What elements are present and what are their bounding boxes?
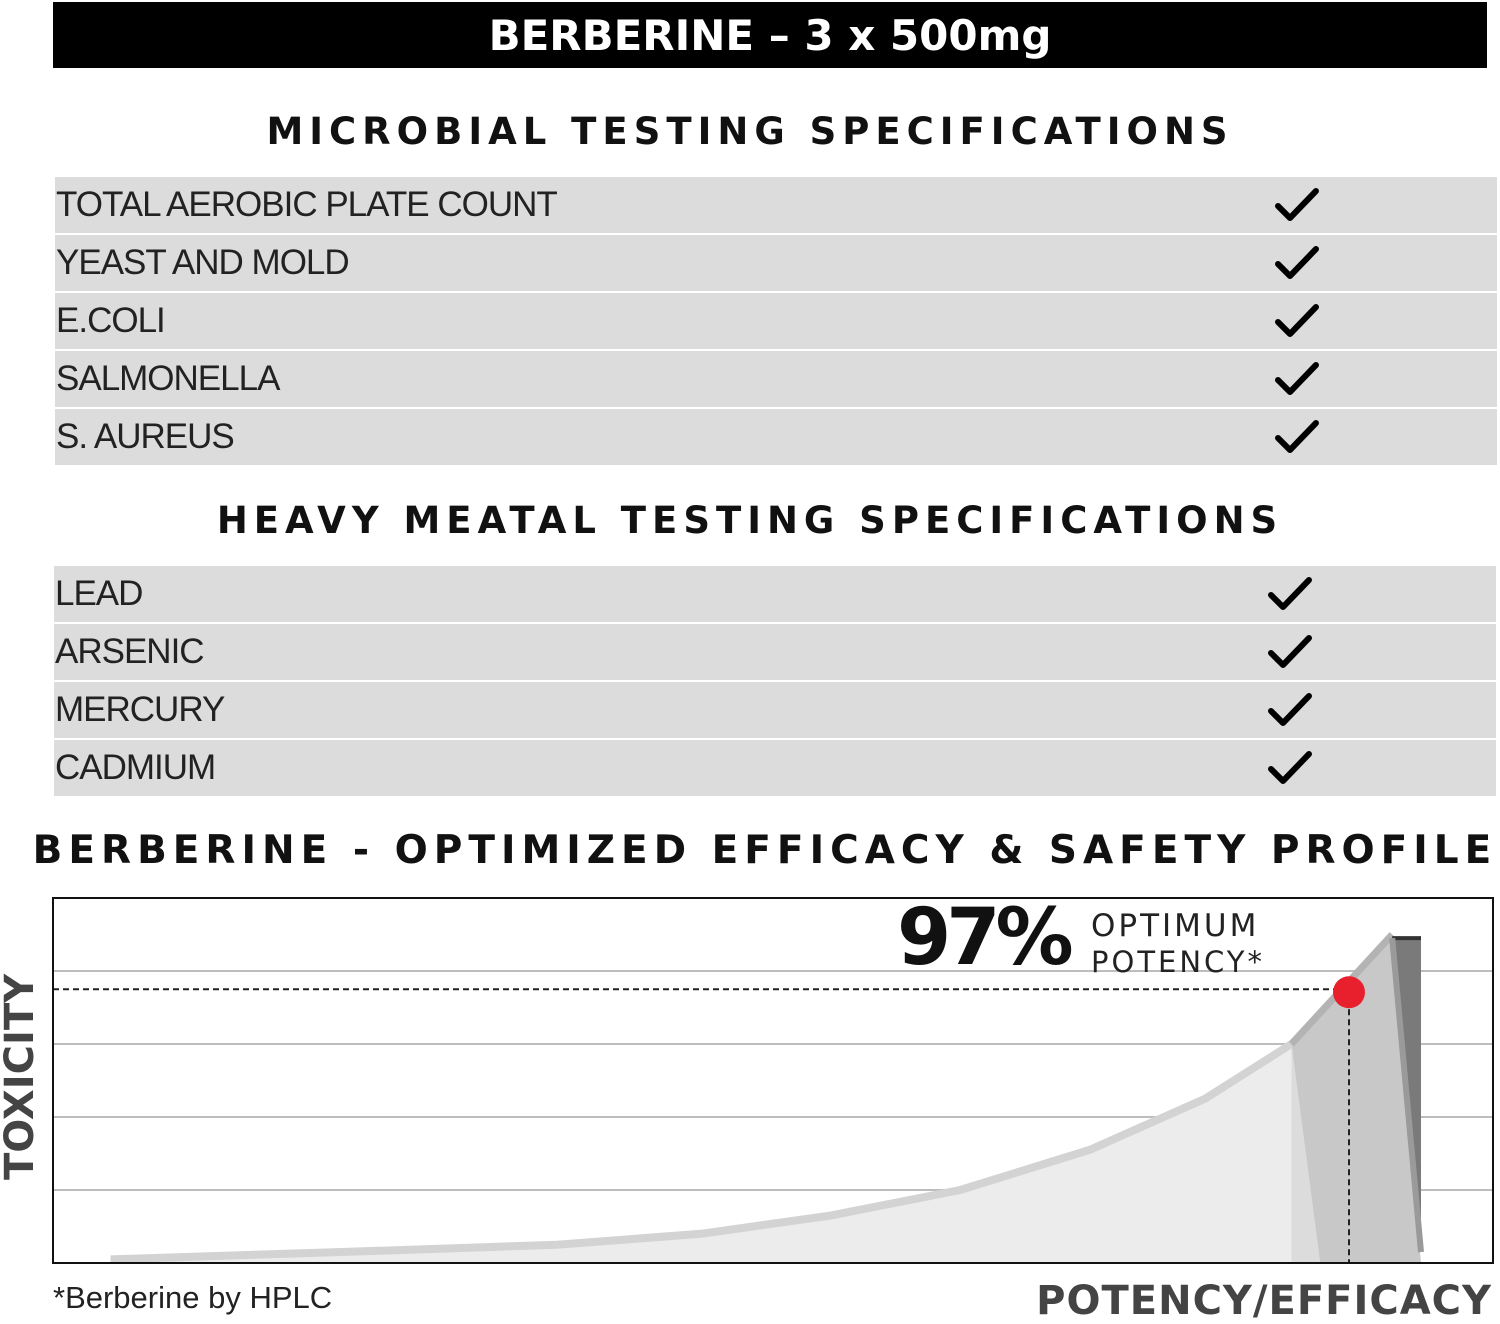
heavy-metal-item-label: ARSENIC — [55, 632, 205, 671]
check-icon — [1275, 361, 1319, 397]
check-icon — [1268, 634, 1312, 670]
check-icon — [1275, 419, 1319, 455]
heavy-metal-item-row: MERCURY — [54, 682, 1496, 738]
x-axis-label: POTENCY/EFFICACY — [1036, 1278, 1492, 1324]
check-icon — [1275, 187, 1319, 223]
series-2-area — [1291, 934, 1421, 1263]
heavy-metal-item-label: CADMIUM — [55, 748, 216, 787]
potency-caption-line2: POTENCY* — [1091, 945, 1265, 979]
series-2-shade — [1291, 1044, 1321, 1263]
microbial-item-row: TOTAL AEROBIC PLATE COUNT — [55, 177, 1497, 233]
heavy-metal-item-label: MERCURY — [55, 690, 225, 729]
microbial-item-label: S. AUREUS — [56, 417, 235, 456]
heavy-metal-spec-table: LEAD ARSENIC MERCURY CADMIUM — [54, 566, 1496, 798]
heavy-metal-item-label: LEAD — [55, 574, 143, 613]
check-icon — [1268, 576, 1312, 612]
series-1-area — [110, 1044, 1292, 1263]
heavy-metal-item-row: CADMIUM — [54, 740, 1496, 796]
potency-caption-line1: OPTIMUM — [1091, 908, 1260, 944]
potency-percent: 97% — [897, 893, 1074, 983]
series-3-diagonal — [1389, 937, 1424, 1253]
check-icon — [1275, 303, 1319, 339]
microbial-item-label: TOTAL AEROBIC PLATE COUNT — [56, 185, 558, 224]
heavy-metal-item-row: ARSENIC — [54, 624, 1496, 680]
microbial-item-row: SALMONELLA — [55, 351, 1497, 407]
microbial-spec-table: TOTAL AEROBIC PLATE COUNT YEAST AND MOLD E… — [55, 177, 1497, 467]
microbial-item-label: YEAST AND MOLD — [56, 243, 350, 282]
microbial-item-label: SALMONELLA — [56, 359, 280, 398]
microbial-item-row: E.COLI — [55, 293, 1497, 349]
plot-frame — [52, 897, 1494, 1264]
series-1-line — [110, 1040, 1294, 1264]
product-title-banner: BERBERINE – 3 x 500mg — [53, 2, 1487, 68]
heavy-metal-item-row: LEAD — [54, 566, 1496, 622]
y-axis-label: TOXICITY — [0, 973, 43, 1180]
check-icon — [1268, 692, 1312, 728]
chart-title: BERBERINE - OPTIMIZED EFFICACY & SAFETY … — [32, 828, 1498, 873]
check-icon — [1275, 245, 1319, 281]
potency-caption: OPTIMUM POTENCY* — [1091, 908, 1265, 980]
microbial-item-label: E.COLI — [56, 301, 166, 340]
microbial-item-row: YEAST AND MOLD — [55, 235, 1497, 291]
footnote: *Berberine by HPLC — [53, 1280, 333, 1315]
product-title: BERBERINE – 3 x 500mg — [488, 10, 1052, 60]
microbial-section-title: MICROBIAL TESTING SPECIFICATIONS — [266, 110, 1234, 153]
optimum-potency-marker — [1333, 976, 1365, 1009]
heavy-metal-section-title: HEAVY MEATAL TESTING SPECIFICATIONS — [216, 499, 1284, 542]
microbial-item-row: S. AUREUS — [55, 409, 1497, 465]
check-icon — [1268, 750, 1312, 786]
